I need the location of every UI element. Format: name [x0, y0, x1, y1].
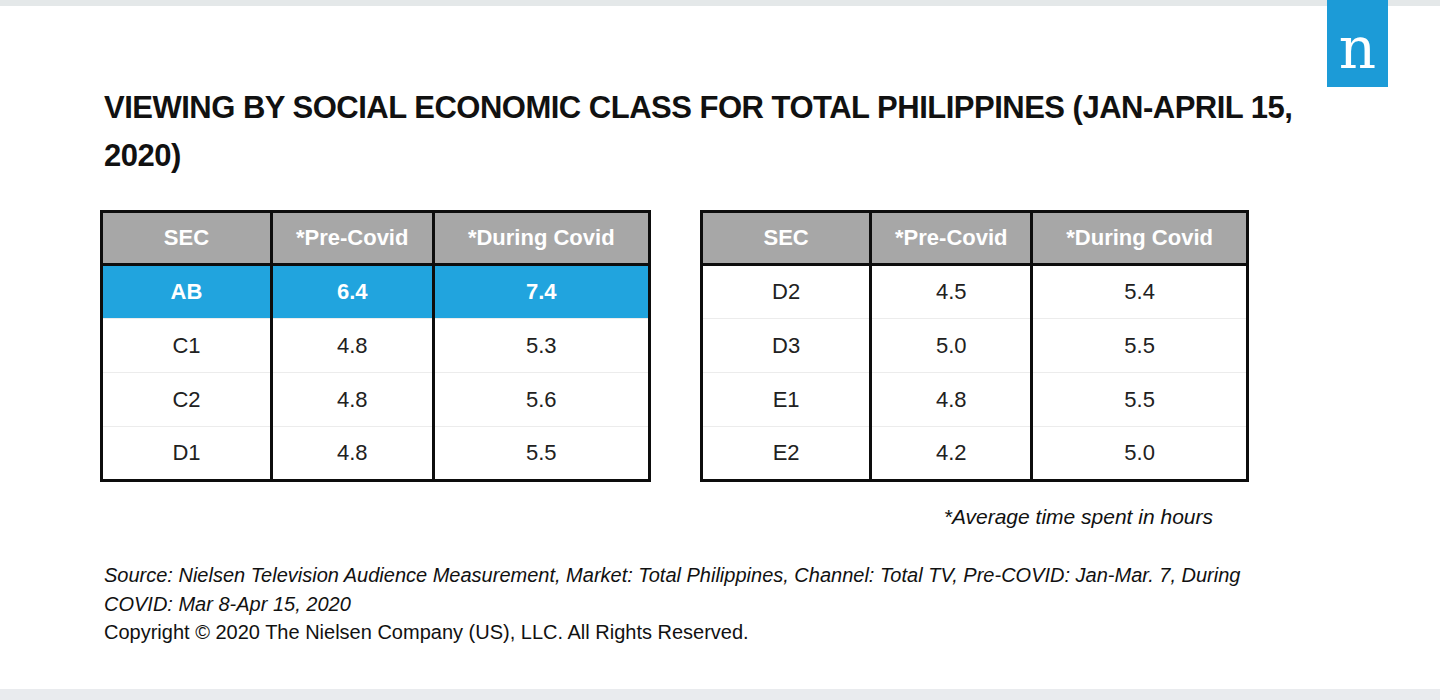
- bottom-border-strip: [0, 689, 1440, 700]
- sec-table-left: SEC *Pre-Covid *During Covid AB6.47.4C14…: [100, 210, 651, 482]
- table-row: C14.85.3: [102, 319, 650, 373]
- header-cell-during-covid: *During Covid: [1032, 212, 1248, 265]
- footnote-average-time: *Average time spent in hours: [700, 505, 1213, 529]
- page-root: { "page": { "title": "VIEWING BY SOCIAL …: [0, 0, 1440, 700]
- cell-pre: 4.8: [271, 373, 433, 427]
- table-row: E14.85.5: [702, 373, 1248, 427]
- source-text: Source: Nielsen Television Audience Meas…: [104, 561, 1279, 619]
- table-row: D14.85.5: [102, 427, 650, 481]
- cell-during: 5.4: [1032, 265, 1248, 319]
- cell-sec: D2: [702, 265, 871, 319]
- page-title: VIEWING BY SOCIAL ECONOMIC CLASS FOR TOT…: [104, 84, 1314, 180]
- cell-sec: E2: [702, 427, 871, 481]
- cell-pre: 4.8: [271, 319, 433, 373]
- cell-pre: 6.4: [271, 265, 433, 319]
- nielsen-logo: n: [1327, 0, 1388, 87]
- table-header-row: SEC *Pre-Covid *During Covid: [102, 212, 650, 265]
- header-cell-during-covid: *During Covid: [433, 212, 649, 265]
- table-row: D24.55.4: [702, 265, 1248, 319]
- cell-sec: C1: [102, 319, 272, 373]
- table-row: E24.25.0: [702, 427, 1248, 481]
- header-cell-sec: SEC: [702, 212, 871, 265]
- cell-pre: 4.5: [871, 265, 1032, 319]
- cell-pre: 5.0: [871, 319, 1032, 373]
- cell-sec: D3: [702, 319, 871, 373]
- cell-sec: AB: [102, 265, 272, 319]
- header-cell-pre-covid: *Pre-Covid: [271, 212, 433, 265]
- header-cell-sec: SEC: [102, 212, 272, 265]
- nielsen-logo-letter-icon: n: [1339, 19, 1376, 87]
- cell-during: 7.4: [433, 265, 649, 319]
- table-header-row: SEC *Pre-Covid *During Covid: [702, 212, 1248, 265]
- cell-sec: D1: [102, 427, 272, 481]
- sec-table-right: SEC *Pre-Covid *During Covid D24.55.4D35…: [700, 210, 1249, 482]
- cell-during: 5.3: [433, 319, 649, 373]
- cell-sec: E1: [702, 373, 871, 427]
- table-row: AB6.47.4: [102, 265, 650, 319]
- cell-pre: 4.8: [871, 373, 1032, 427]
- top-border-strip: [0, 0, 1440, 6]
- cell-during: 5.5: [1032, 319, 1248, 373]
- cell-during: 5.5: [433, 427, 649, 481]
- cell-during: 5.0: [1032, 427, 1248, 481]
- table-row: D35.05.5: [702, 319, 1248, 373]
- cell-pre: 4.8: [271, 427, 433, 481]
- cell-pre: 4.2: [871, 427, 1032, 481]
- table-row: C24.85.6: [102, 373, 650, 427]
- cell-during: 5.6: [433, 373, 649, 427]
- cell-sec: C2: [102, 373, 272, 427]
- header-cell-pre-covid: *Pre-Covid: [871, 212, 1032, 265]
- copyright-text: Copyright © 2020 The Nielsen Company (US…: [104, 621, 1279, 644]
- cell-during: 5.5: [1032, 373, 1248, 427]
